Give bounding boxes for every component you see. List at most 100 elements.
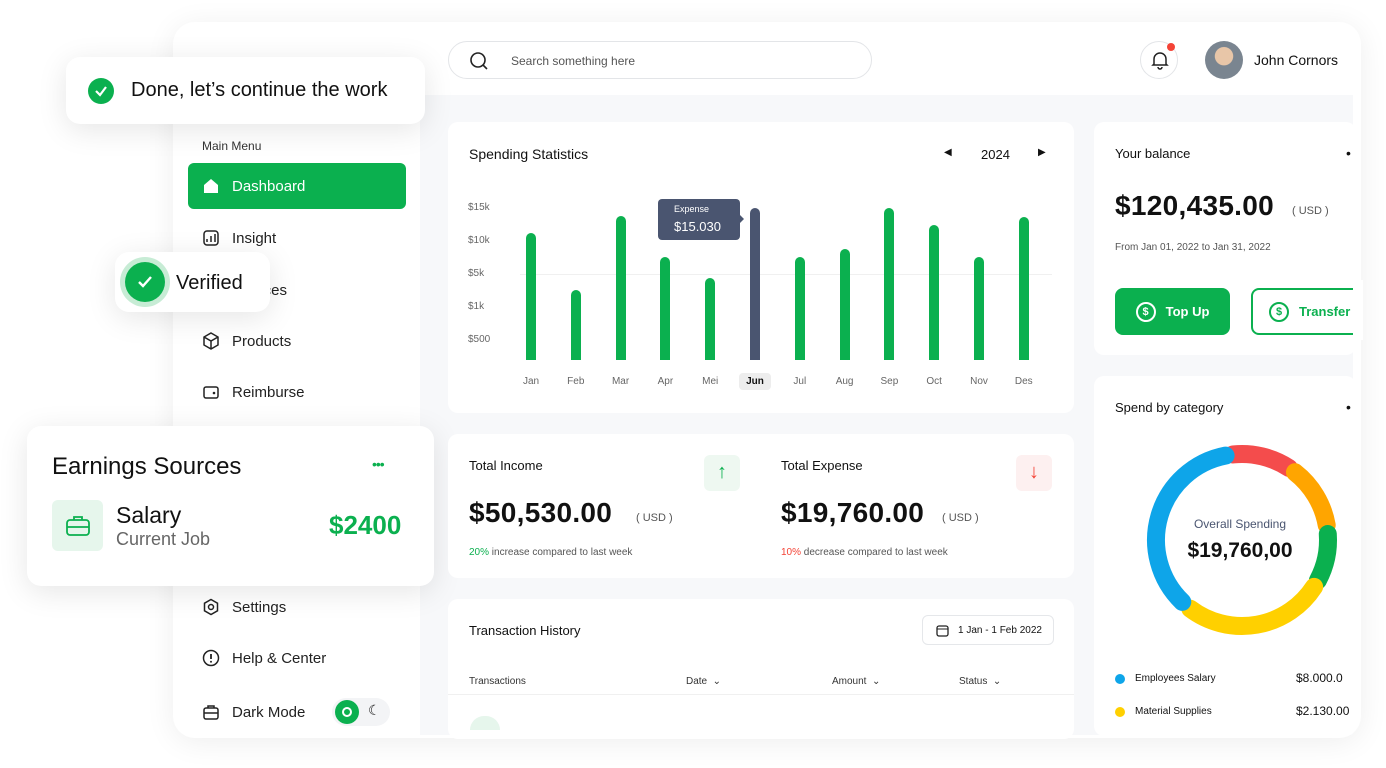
- column-amount[interactable]: Amount ⌄: [832, 676, 881, 687]
- transaction-icon: [470, 716, 500, 730]
- chart-tooltip: Expense $15.030: [658, 199, 744, 240]
- next-year-button[interactable]: ▶: [1038, 147, 1046, 158]
- verified-toast: Verified: [115, 252, 270, 312]
- check-icon: [88, 78, 114, 104]
- x-tick-label: Oct: [926, 376, 942, 387]
- more-options-button[interactable]: •••: [372, 456, 385, 472]
- bar-mar[interactable]: [615, 215, 626, 360]
- briefcase-icon: [52, 500, 103, 551]
- x-tick-label: Jul: [793, 376, 807, 387]
- x-tick-label: Apr: [657, 376, 674, 387]
- sidebar-item-help[interactable]: Help & Center: [188, 635, 406, 681]
- calendar-icon: [936, 625, 949, 637]
- bar-mei[interactable]: [705, 278, 716, 360]
- transaction-history-card: [448, 599, 1074, 739]
- legend-dot: [1115, 707, 1125, 717]
- legend-value: $8.000.0: [1296, 671, 1343, 685]
- x-tick-label: Jan: [522, 376, 540, 387]
- arrow-down-icon: ↓: [1016, 455, 1052, 491]
- more-options-button[interactable]: •: [1346, 399, 1351, 415]
- transfer-button[interactable]: $ Transfer: [1251, 288, 1361, 335]
- y-tick-label: $500: [468, 334, 491, 345]
- box-icon: [203, 332, 219, 350]
- bar-sep[interactable]: [884, 208, 895, 360]
- dark-mode-toggle[interactable]: ☾: [332, 698, 390, 726]
- bar-des[interactable]: [1018, 217, 1029, 360]
- moon-icon: ☾: [368, 702, 381, 718]
- x-tick-label: Sep: [880, 376, 899, 387]
- notification-button[interactable]: [1140, 41, 1178, 79]
- column-date[interactable]: Date ⌄: [686, 676, 722, 687]
- notification-dot: [1167, 43, 1175, 51]
- info-icon: [202, 649, 220, 667]
- bar-jul[interactable]: [794, 256, 805, 360]
- avatar[interactable]: [1205, 41, 1243, 79]
- spending-statistics-card: [448, 122, 1074, 413]
- totals-card: [448, 434, 1074, 578]
- bell-icon: [1151, 52, 1169, 70]
- more-options-button[interactable]: •: [1346, 145, 1351, 161]
- bar-feb[interactable]: [570, 289, 581, 360]
- arrow-up-icon: ↑: [704, 455, 740, 491]
- sidebar-item-insight[interactable]: Insight: [188, 215, 406, 261]
- dollar-out-icon: $: [1269, 301, 1289, 322]
- legend-dot: [1115, 674, 1125, 684]
- bar-apr[interactable]: [660, 256, 671, 360]
- y-tick-label: $10k: [468, 235, 490, 246]
- donut-segment[interactable]: [1181, 577, 1324, 635]
- gear-icon: [203, 598, 219, 616]
- dollar-in-icon: $: [1135, 301, 1156, 322]
- x-tick-label: Mar: [611, 376, 630, 387]
- donut-segment[interactable]: [1308, 525, 1337, 590]
- y-tick-label: $15k: [468, 202, 490, 213]
- column-transactions: Transactions: [469, 676, 526, 687]
- home-icon: [204, 179, 218, 193]
- bar-jun[interactable]: [750, 208, 760, 360]
- chevron-down-icon: ⌄: [869, 676, 881, 687]
- briefcase-icon: [203, 705, 219, 720]
- main-menu-label: Main Menu: [202, 139, 262, 153]
- legend-label: Employees Salary: [1135, 673, 1216, 684]
- bar-jan[interactable]: [526, 233, 536, 360]
- x-tick-label: Nov: [970, 376, 988, 387]
- x-tick-label: Mei: [702, 376, 719, 387]
- y-tick-label: $1k: [468, 301, 485, 312]
- gridline: [520, 274, 1052, 275]
- x-tick-label: Des: [1014, 376, 1033, 387]
- prev-year-button[interactable]: ◀: [944, 147, 952, 158]
- earnings-sources-card: Earnings Sources ••• Salary Current Job …: [27, 426, 434, 586]
- chart-icon: [203, 230, 219, 246]
- bar-oct[interactable]: [929, 225, 940, 360]
- donut-segment[interactable]: [1285, 463, 1336, 535]
- sun-icon: [335, 700, 359, 724]
- top-up-button[interactable]: $ Top Up: [1115, 288, 1230, 335]
- search-icon: [470, 52, 488, 70]
- sidebar-item-reimburse[interactable]: Reimburse: [188, 369, 406, 415]
- bar-nov[interactable]: [974, 256, 984, 360]
- spend-donut-chart: [1147, 445, 1337, 635]
- donut-segment[interactable]: [1147, 446, 1235, 611]
- spend-by-category-card: [1094, 376, 1356, 736]
- y-tick-label: $5k: [468, 268, 485, 279]
- sidebar-item-dashboard[interactable]: Dashboard: [188, 163, 406, 209]
- bar-aug[interactable]: [839, 248, 850, 360]
- legend-label: Material Supplies: [1135, 706, 1212, 717]
- chevron-down-icon: ⌄: [709, 676, 722, 687]
- x-tick-label: Feb: [567, 376, 585, 387]
- column-status[interactable]: Status ⌄: [959, 676, 1002, 687]
- sidebar-item-products[interactable]: Products: [188, 318, 406, 364]
- user-name[interactable]: John Cornors: [1254, 52, 1339, 68]
- sidebar-item-settings[interactable]: Settings: [188, 584, 406, 630]
- wallet-icon: [203, 386, 219, 399]
- sidebar-item-dark-mode: Dark Mode: [188, 689, 406, 735]
- donut-segment[interactable]: [1224, 445, 1298, 477]
- chevron-down-icon: ⌄: [990, 676, 1002, 687]
- x-tick-label: Jun: [739, 373, 771, 390]
- legend-value: $2.130.00: [1296, 704, 1350, 718]
- x-tick-label: Aug: [835, 376, 854, 387]
- date-range-picker[interactable]: 1 Jan - 1 Feb 2022: [922, 615, 1054, 645]
- done-toast: Done, let’s continue the work: [66, 57, 425, 124]
- check-icon: [125, 262, 165, 302]
- year-label: 2024: [981, 147, 1010, 162]
- search-input[interactable]: Search something here: [448, 41, 872, 79]
